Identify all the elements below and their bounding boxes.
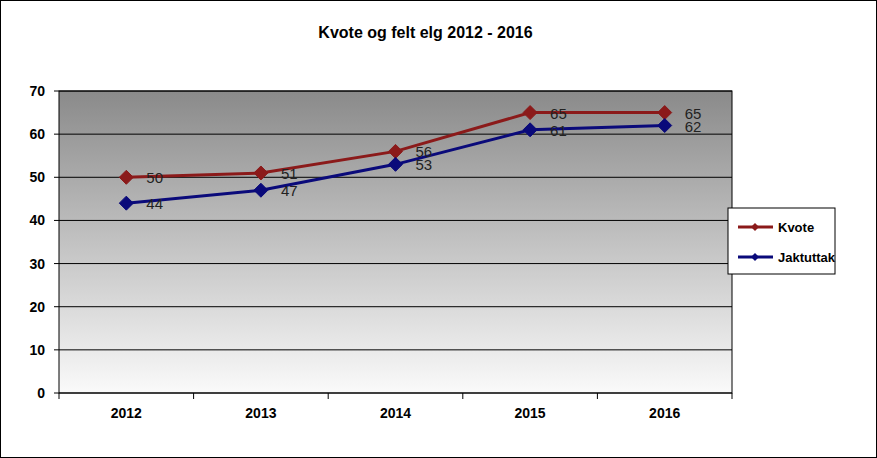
y-tick	[54, 220, 59, 221]
x-tick-label: 2016	[649, 405, 680, 421]
data-label: 65	[550, 105, 567, 122]
x-tick-label: 2013	[245, 405, 276, 421]
data-label: 47	[281, 182, 298, 199]
grid-line	[59, 349, 732, 350]
marker	[254, 166, 268, 180]
marker	[119, 196, 133, 210]
legend-box	[728, 208, 835, 274]
plot-frame	[59, 91, 732, 393]
grid-line	[59, 263, 732, 264]
data-label: 50	[146, 169, 163, 186]
grid-line	[59, 306, 732, 307]
plot-area	[59, 91, 732, 393]
x-tick	[59, 393, 60, 399]
y-tick	[54, 263, 59, 264]
marker	[389, 157, 403, 171]
y-tick-label: 20	[29, 299, 45, 315]
y-tick	[54, 177, 59, 178]
legend-label: Kvote	[778, 220, 814, 235]
series-line	[126, 126, 664, 204]
legend-label: Jaktuttak	[778, 250, 836, 265]
y-tick-label: 40	[29, 212, 45, 228]
data-label: 44	[146, 195, 163, 212]
x-tick	[328, 393, 329, 399]
y-tick-label: 50	[29, 169, 45, 185]
y-tick	[54, 349, 59, 350]
y-tick-label: 70	[29, 83, 45, 99]
y-tick	[54, 134, 59, 135]
y-tick	[54, 91, 59, 92]
x-tick	[193, 393, 194, 399]
title: Kvote og felt elg 2012 - 2016	[318, 24, 532, 41]
data-labels: 50515665654447536162	[146, 105, 701, 213]
series-line	[126, 113, 664, 178]
chart: Kvote og felt elg 2012 - 2016 0 10 20 30 40 50…	[0, 0, 877, 458]
marker	[119, 170, 133, 184]
y-tick	[54, 306, 59, 307]
data-label: 62	[685, 118, 702, 135]
x-tick-label: 2014	[380, 405, 411, 421]
y-tick	[54, 393, 59, 394]
y-tick-label: 0	[37, 385, 45, 401]
x-tick-label: 2012	[111, 405, 142, 421]
marker	[523, 106, 537, 120]
series-group	[119, 106, 671, 211]
legend-marker	[751, 253, 759, 261]
x-tick	[597, 393, 598, 399]
x-tick	[462, 393, 463, 399]
marker	[658, 106, 672, 120]
x-tick	[732, 393, 733, 399]
y-tick-label: 60	[29, 126, 45, 142]
y-tick-label: 10	[29, 342, 45, 358]
grid-line	[59, 134, 732, 135]
data-label: 53	[416, 156, 433, 173]
y-tick-label: 30	[29, 256, 45, 272]
x-tick-label: 2015	[515, 405, 546, 421]
grid-line	[59, 220, 732, 221]
marker	[254, 183, 268, 197]
marker	[658, 119, 672, 133]
chart-frame	[1, 1, 877, 458]
marker	[523, 123, 537, 137]
data-label: 61	[550, 122, 567, 139]
legend-marker	[751, 223, 759, 231]
data-label: 51	[281, 165, 298, 182]
marker	[389, 144, 403, 158]
